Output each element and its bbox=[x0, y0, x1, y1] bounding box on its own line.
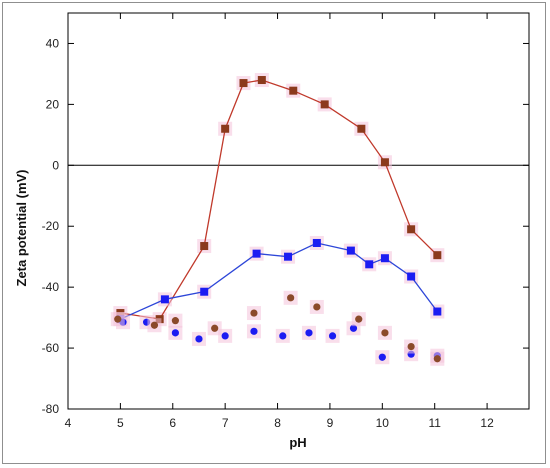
axes: 4 5 6 7 8 9 10 11 12 -80 -60 -40 -20 0 20 40 bbox=[42, 12, 530, 430]
data-point bbox=[150, 321, 159, 329]
data-point bbox=[433, 251, 442, 260]
data-point bbox=[200, 242, 209, 251]
x-tick-label: 6 bbox=[169, 416, 176, 430]
data-point bbox=[160, 295, 169, 304]
y-tick-label: -80 bbox=[42, 402, 60, 416]
data-point bbox=[171, 329, 179, 337]
data-point bbox=[320, 100, 329, 109]
x-axis-title: pH bbox=[289, 435, 306, 450]
data-point bbox=[284, 252, 293, 261]
data-point bbox=[380, 158, 389, 167]
data-point bbox=[328, 332, 337, 340]
data-point bbox=[407, 225, 416, 234]
chart-frame bbox=[2, 2, 546, 464]
data-point bbox=[279, 332, 287, 340]
y-tick-label: 20 bbox=[46, 97, 60, 111]
data-point bbox=[221, 124, 230, 133]
data-point bbox=[200, 287, 209, 296]
x-tick-label: 7 bbox=[222, 416, 229, 430]
y-tick-label: 40 bbox=[46, 36, 60, 50]
data-point bbox=[250, 309, 258, 317]
x-tick-label: 5 bbox=[117, 416, 124, 430]
x-tick-label: 11 bbox=[428, 416, 441, 430]
x-tick-label: 9 bbox=[327, 416, 334, 430]
data-point bbox=[239, 79, 248, 88]
data-point bbox=[407, 342, 415, 351]
data-point bbox=[365, 260, 374, 269]
series-layer bbox=[110, 73, 445, 366]
data-point bbox=[313, 303, 321, 311]
data-point bbox=[381, 329, 389, 337]
series-2 bbox=[113, 235, 445, 327]
series-4 bbox=[110, 290, 445, 366]
y-axis-title: Zeta potential (mV) bbox=[14, 169, 29, 286]
y-tick-label: -40 bbox=[42, 280, 60, 294]
x-tick-label: 10 bbox=[376, 416, 390, 430]
data-point bbox=[211, 324, 219, 332]
data-point bbox=[252, 249, 261, 258]
x-tick-label: 4 bbox=[65, 416, 72, 430]
data-point bbox=[355, 315, 363, 323]
data-point bbox=[407, 272, 416, 281]
data-point bbox=[357, 124, 366, 133]
data-point bbox=[380, 254, 389, 263]
plot-area-border bbox=[67, 12, 530, 410]
series-1 bbox=[113, 73, 445, 327]
series-line bbox=[120, 79, 438, 320]
data-point bbox=[221, 332, 229, 340]
data-point bbox=[114, 315, 122, 323]
y-tick-label: -20 bbox=[42, 219, 60, 233]
data-point bbox=[289, 86, 298, 95]
x-tick-label: 8 bbox=[274, 416, 281, 430]
data-point bbox=[287, 294, 295, 302]
data-point bbox=[257, 76, 266, 85]
data-point bbox=[349, 324, 358, 332]
data-point bbox=[346, 246, 355, 255]
data-point bbox=[433, 307, 442, 316]
x-tick-label: 12 bbox=[480, 416, 494, 430]
data-point bbox=[433, 355, 441, 363]
data-point bbox=[195, 335, 203, 343]
data-point bbox=[312, 238, 321, 247]
y-tick-label: 0 bbox=[52, 158, 59, 172]
y-tick-label: -60 bbox=[42, 341, 60, 355]
data-point bbox=[305, 329, 313, 337]
data-point bbox=[250, 327, 258, 335]
data-point bbox=[171, 317, 179, 325]
data-point bbox=[378, 353, 386, 361]
